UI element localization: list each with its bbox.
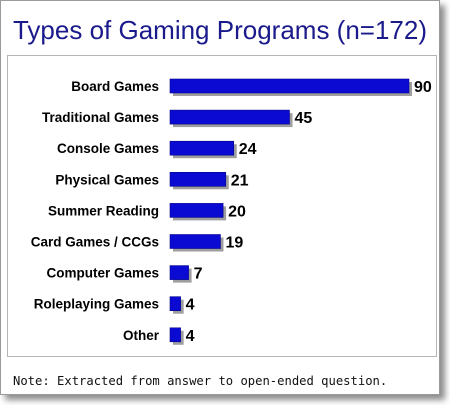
data-label: 4 xyxy=(186,328,195,345)
category-label: Board Games xyxy=(71,79,159,94)
bar xyxy=(169,296,181,311)
bar xyxy=(169,109,290,125)
data-label: 7 xyxy=(194,266,203,283)
chart-title: Types of Gaming Programs (n=172) xyxy=(12,15,428,45)
data-label: 20 xyxy=(228,203,246,220)
category-label: Card Games / CCGs xyxy=(31,235,159,250)
category-label: Roleplaying Games xyxy=(34,297,159,312)
data-label: 90 xyxy=(414,79,432,96)
data-label: 24 xyxy=(239,141,257,158)
data-label: 19 xyxy=(225,235,243,252)
bar xyxy=(169,327,181,343)
bar xyxy=(169,265,189,280)
chart-frame: Types of Gaming Programs (n=172) Board G… xyxy=(0,0,440,395)
data-label: 45 xyxy=(295,110,313,127)
category-label: Summer Reading xyxy=(48,203,159,218)
plot-area: Board Games 90 Traditional Games 45 Console … xyxy=(7,55,437,357)
bar xyxy=(169,172,227,187)
data-label: 4 xyxy=(186,297,195,314)
category-label: Console Games xyxy=(57,141,159,156)
bar-chart: Board Games 90 Traditional Games 45 Console … xyxy=(31,78,432,345)
bar xyxy=(169,234,221,249)
bar xyxy=(169,203,224,218)
category-label: Other xyxy=(123,328,160,343)
bar xyxy=(169,140,235,156)
category-label: Traditional Games xyxy=(42,110,159,125)
bar xyxy=(169,78,410,94)
category-label: Physical Games xyxy=(55,172,159,187)
category-label: Computer Games xyxy=(46,266,159,281)
footnote: Note: Extracted from answer to open-ende… xyxy=(13,374,388,388)
data-label: 21 xyxy=(231,172,249,189)
